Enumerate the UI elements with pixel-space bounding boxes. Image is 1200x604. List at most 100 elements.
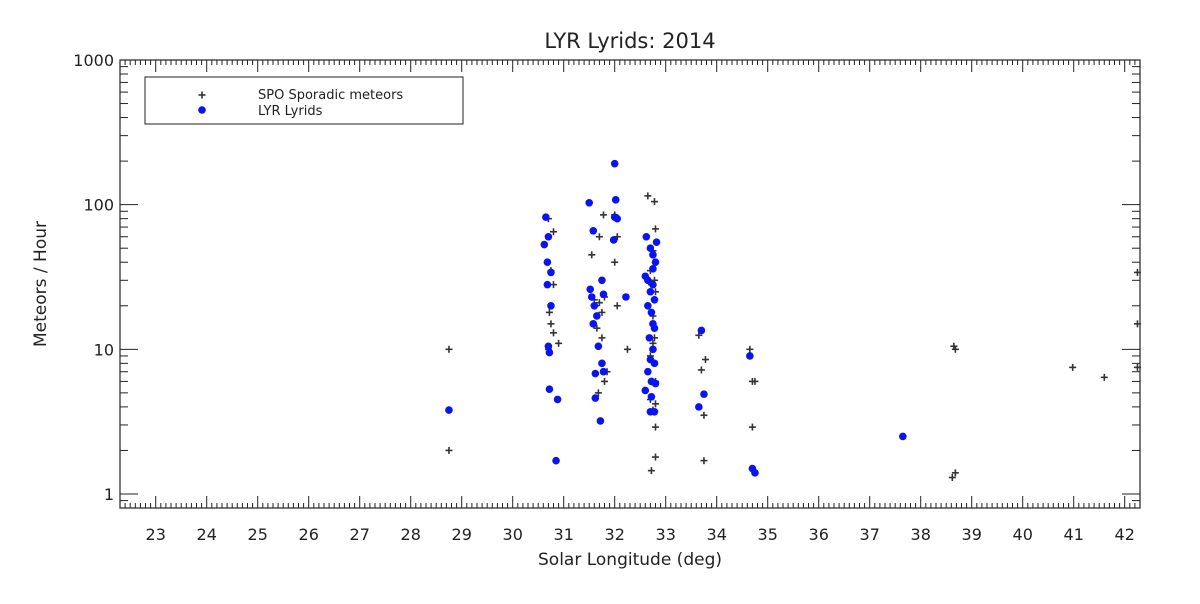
data-points bbox=[445, 159, 1141, 481]
lyr-point bbox=[644, 276, 652, 285]
lyr-point bbox=[652, 238, 661, 247]
lyr-point bbox=[642, 232, 651, 241]
x-tick-label: 42 bbox=[1115, 525, 1135, 544]
x-tick-label: 38 bbox=[911, 525, 931, 544]
lyr-point bbox=[650, 324, 659, 332]
spo-point bbox=[948, 473, 956, 481]
spo-point bbox=[650, 198, 658, 206]
spo-point bbox=[652, 423, 659, 431]
lyr-point bbox=[609, 236, 618, 244]
spo-point bbox=[1133, 268, 1141, 276]
lyr-point bbox=[599, 367, 608, 376]
y-tick-labels: 1 10 100 1000 bbox=[73, 51, 114, 504]
x-tick-label: 30 bbox=[503, 525, 523, 544]
lyr-point bbox=[649, 251, 657, 259]
spo-point bbox=[598, 308, 606, 316]
lyr-point bbox=[899, 432, 907, 441]
y-axis-label: Meteors / Hour bbox=[31, 221, 51, 347]
lyr-point bbox=[641, 386, 650, 395]
lyr-point bbox=[553, 395, 562, 404]
spo-point bbox=[951, 469, 959, 477]
spo-point bbox=[652, 225, 659, 233]
lyr-point bbox=[700, 390, 708, 398]
spo-point bbox=[697, 366, 705, 374]
spo-point bbox=[445, 345, 453, 353]
lyr-point bbox=[598, 276, 606, 285]
axis-ticks bbox=[119, 59, 1141, 509]
lyr-point bbox=[547, 301, 555, 310]
lyr-point bbox=[547, 268, 555, 277]
lyr-point bbox=[646, 287, 655, 296]
spo-point bbox=[1133, 363, 1141, 371]
lyr-point bbox=[697, 326, 706, 335]
spo-point bbox=[623, 345, 631, 353]
spo-point bbox=[613, 302, 621, 310]
spo-point bbox=[550, 329, 557, 337]
lyr-point bbox=[644, 367, 652, 376]
x-tick-label: 23 bbox=[146, 525, 166, 544]
lyr-point bbox=[591, 369, 600, 378]
lyr-point bbox=[596, 417, 605, 425]
lyr-point bbox=[645, 334, 654, 342]
x-tick-label: 32 bbox=[605, 525, 625, 544]
lyr-point bbox=[594, 342, 603, 351]
spo-point bbox=[545, 308, 553, 316]
legend-marker-spo bbox=[198, 91, 206, 99]
x-tick-label: 25 bbox=[248, 525, 268, 544]
chart-title: LYR Lyrids: 2014 bbox=[544, 29, 715, 53]
lyr-point bbox=[543, 280, 552, 289]
lyr-point bbox=[611, 196, 620, 204]
spo-point bbox=[595, 233, 603, 241]
x-tick-label: 41 bbox=[1064, 525, 1084, 544]
legend-marker-lyr bbox=[198, 106, 206, 114]
lyr-point bbox=[649, 265, 657, 273]
legend-box bbox=[144, 76, 464, 125]
lyr-point bbox=[646, 244, 655, 253]
spo-point bbox=[1100, 373, 1108, 381]
spo-point bbox=[611, 258, 619, 266]
spo-point bbox=[644, 192, 652, 200]
lyr-point bbox=[647, 392, 656, 401]
spo-point bbox=[700, 457, 708, 465]
lyr-point bbox=[445, 406, 453, 414]
lyr-point bbox=[651, 258, 660, 267]
spo-point bbox=[601, 377, 608, 385]
lyr-point bbox=[598, 359, 606, 368]
x-tick-label: 24 bbox=[197, 525, 217, 544]
spo-point bbox=[1069, 363, 1077, 371]
x-axis-label: Solar Longitude (deg) bbox=[538, 550, 722, 570]
legend-dot bbox=[198, 106, 206, 114]
lyr-point bbox=[544, 342, 553, 351]
lyr-point bbox=[589, 320, 598, 328]
spo-point bbox=[951, 345, 959, 353]
lyr-point bbox=[543, 258, 552, 267]
y-tick-label: 1000 bbox=[73, 51, 114, 70]
spo-point bbox=[751, 377, 759, 385]
y-tick-label: 100 bbox=[83, 196, 114, 215]
spo-point bbox=[746, 345, 754, 353]
lyr-point bbox=[650, 295, 659, 304]
lyr-point bbox=[587, 293, 596, 301]
spo-point bbox=[445, 446, 453, 454]
lyr-point bbox=[586, 285, 595, 294]
spo-point bbox=[700, 411, 708, 419]
lyr-point bbox=[751, 469, 759, 477]
y-tick-label: 1 bbox=[104, 485, 114, 504]
lyr-point bbox=[613, 214, 622, 223]
spo-point bbox=[555, 339, 563, 347]
lyr-point bbox=[544, 232, 553, 241]
lyr-point bbox=[589, 226, 598, 235]
lyr-point bbox=[599, 290, 608, 299]
lyr-point bbox=[649, 345, 657, 354]
spo-point bbox=[748, 423, 756, 431]
x-tick-label: 39 bbox=[962, 525, 982, 544]
x-tick-label: 29 bbox=[452, 525, 472, 544]
lyr-point bbox=[651, 379, 660, 388]
x-tick-label: 34 bbox=[707, 525, 727, 544]
x-tick-label: 28 bbox=[401, 525, 421, 544]
x-tick-label: 40 bbox=[1013, 525, 1033, 544]
x-tick-label: 37 bbox=[860, 525, 880, 544]
spo-point bbox=[550, 228, 557, 236]
spo-point bbox=[647, 467, 655, 475]
